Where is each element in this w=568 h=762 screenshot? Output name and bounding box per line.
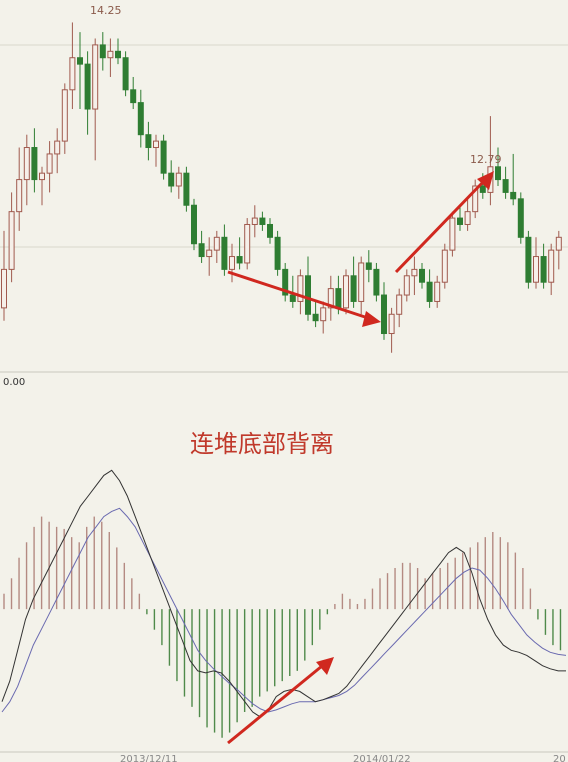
candle: [145, 121, 152, 161]
high-price-label: 14.25: [90, 4, 122, 17]
price-down-arrowhead: [362, 311, 381, 327]
candle: [153, 134, 159, 167]
candle: [183, 166, 190, 212]
price-down-arrow: [227, 270, 369, 320]
candle: [434, 275, 441, 308]
candlesticks: [1, 22, 562, 353]
candle: [244, 218, 251, 270]
candle: [267, 218, 273, 244]
candle: [419, 262, 425, 289]
candle: [221, 224, 228, 276]
candle: [175, 166, 182, 199]
candle: [122, 51, 129, 97]
macd-histogram: [3, 516, 562, 738]
candle: [236, 237, 243, 270]
price-up-arrowhead: [477, 171, 494, 190]
candle: [46, 141, 53, 193]
candle: [137, 89, 144, 148]
candle: [533, 237, 539, 289]
candle: [449, 211, 456, 257]
candle: [259, 211, 266, 231]
candle: [8, 192, 15, 283]
candle: [39, 166, 45, 206]
candle: [115, 38, 121, 65]
candle: [305, 256, 311, 321]
x-tick-label-1: 2013/12/11: [120, 754, 178, 762]
candle: [107, 38, 114, 77]
candle: [77, 32, 83, 110]
candle: [517, 192, 524, 244]
candle: [495, 147, 501, 186]
x-tick-label-2: 2014/01/22: [353, 754, 411, 762]
candle: [297, 269, 304, 315]
candle: [320, 301, 327, 334]
candle: [274, 230, 281, 276]
candle: [548, 243, 555, 296]
macd-up-arrowhead: [316, 657, 334, 675]
candle: [464, 198, 471, 231]
candle: [213, 230, 220, 263]
macd-up-arrow: [227, 664, 323, 745]
candle: [229, 243, 235, 283]
candle: [84, 51, 91, 135]
candle: [16, 147, 23, 231]
candle: [54, 128, 61, 174]
candle: [251, 205, 258, 238]
candle: [396, 288, 403, 328]
volume-zero-label: 0.00: [3, 377, 25, 388]
annotation-arrows: [227, 171, 494, 745]
candle: [525, 230, 532, 289]
candle: [69, 22, 76, 110]
candle: [191, 198, 197, 251]
macd-panel-title: 连堆底部背离: [190, 430, 334, 458]
candle: [327, 275, 334, 321]
candle: [312, 301, 319, 328]
candle: [350, 256, 357, 308]
candle: [502, 166, 509, 199]
candle: [1, 230, 7, 321]
candle: [441, 243, 448, 289]
candle: [381, 282, 387, 340]
candle: [555, 230, 562, 270]
candle: [168, 160, 175, 193]
dea-line: [1, 507, 567, 713]
candle: [365, 250, 372, 283]
price-panel: 14.25 12.79 0.00: [0, 4, 568, 388]
macd-panel: 连堆底部背离 2013/12/11 2014/01/22 20: [0, 430, 568, 762]
candle: [472, 179, 479, 219]
candle: [61, 83, 68, 154]
candle: [282, 262, 289, 302]
candle: [92, 38, 99, 161]
candle: [99, 32, 106, 71]
candle: [457, 205, 463, 231]
candle: [358, 256, 365, 315]
candle: [31, 128, 38, 193]
candle: [411, 256, 418, 296]
candle: [130, 76, 137, 110]
candle: [510, 153, 517, 206]
candle: [373, 262, 380, 302]
candle: [403, 269, 410, 302]
price-up-arrow: [394, 179, 486, 274]
dif-line: [1, 469, 566, 718]
recent-high-label: 12.79: [470, 153, 502, 166]
candle: [343, 269, 349, 315]
candle: [540, 243, 547, 289]
candle: [198, 230, 205, 263]
candle: [206, 237, 213, 276]
candle: [160, 134, 167, 180]
x-tick-label-3: 20: [553, 754, 566, 762]
candle: [388, 307, 395, 353]
candle: [426, 269, 433, 308]
candle: [23, 134, 30, 206]
